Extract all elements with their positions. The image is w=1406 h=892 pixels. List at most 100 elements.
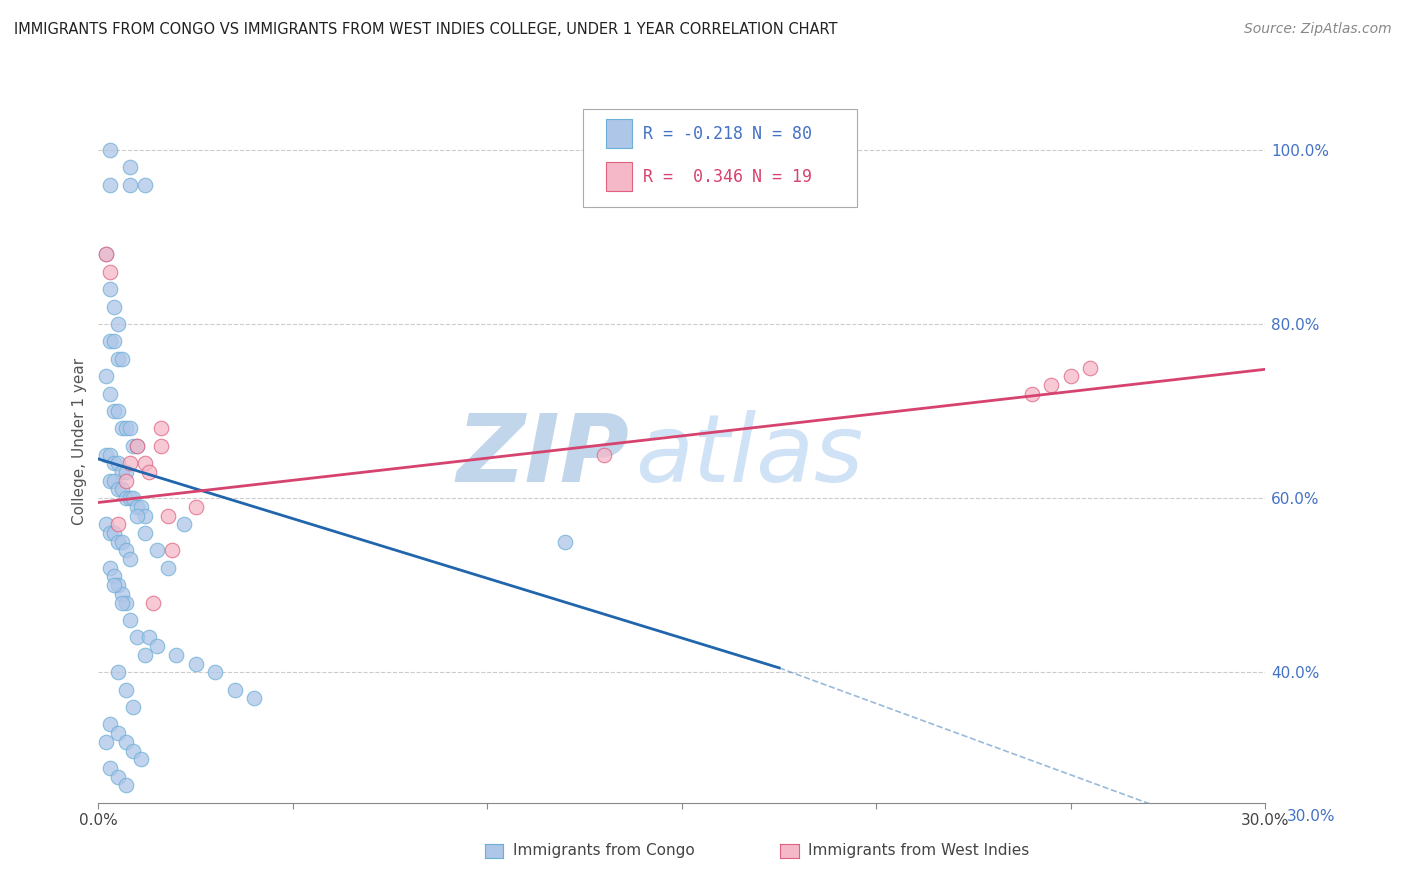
Point: [114, 735, 136, 749]
Point: [127, 508, 149, 523]
Point: [142, 596, 165, 610]
Point: [111, 483, 134, 497]
Point: [98, 143, 121, 157]
Point: [111, 596, 134, 610]
Point: [107, 456, 129, 470]
Point: [146, 639, 169, 653]
Point: [103, 300, 125, 314]
Point: [122, 491, 145, 505]
Point: [138, 465, 160, 479]
Point: [111, 587, 134, 601]
Point: [103, 525, 125, 540]
Point: [118, 552, 141, 566]
Point: [118, 421, 141, 435]
Point: [118, 178, 141, 192]
Point: [162, 543, 184, 558]
Text: 30.0%: 30.0%: [1286, 809, 1334, 823]
Point: [107, 317, 129, 331]
Point: [98, 178, 121, 192]
Point: [98, 334, 121, 349]
Point: [96, 247, 118, 261]
Point: [122, 743, 145, 757]
Text: N = 19: N = 19: [752, 168, 811, 186]
FancyBboxPatch shape: [582, 109, 856, 207]
Point: [107, 351, 129, 366]
Point: [127, 439, 149, 453]
Point: [107, 578, 129, 592]
Point: [98, 717, 121, 731]
Point: [134, 456, 156, 470]
Point: [149, 421, 172, 435]
Point: [129, 500, 152, 514]
Point: [103, 334, 125, 349]
Point: [157, 508, 180, 523]
Point: [114, 778, 136, 792]
Text: R =  0.346: R = 0.346: [644, 168, 744, 186]
Y-axis label: College, Under 1 year: College, Under 1 year: [72, 358, 87, 525]
Point: [243, 691, 266, 706]
Point: [98, 561, 121, 575]
Point: [111, 421, 134, 435]
Point: [107, 665, 129, 680]
Text: R = -0.218: R = -0.218: [644, 125, 744, 143]
Point: [134, 525, 156, 540]
Point: [1040, 378, 1063, 392]
Point: [146, 543, 169, 558]
Point: [127, 500, 149, 514]
Text: Immigrants from Congo: Immigrants from Congo: [513, 844, 695, 858]
Point: [103, 456, 125, 470]
Point: [96, 369, 118, 384]
Point: [96, 247, 118, 261]
Point: [118, 456, 141, 470]
Point: [98, 761, 121, 775]
Point: [1080, 360, 1102, 375]
Point: [554, 534, 576, 549]
Text: ZIP: ZIP: [457, 410, 630, 502]
Point: [111, 351, 134, 366]
Text: atlas: atlas: [636, 410, 863, 501]
Point: [1021, 386, 1043, 401]
Point: [122, 700, 145, 714]
Point: [129, 752, 152, 766]
Point: [184, 500, 207, 514]
Point: [96, 517, 118, 532]
Point: [107, 726, 129, 740]
Point: [134, 648, 156, 662]
Point: [114, 474, 136, 488]
Point: [114, 491, 136, 505]
Point: [122, 439, 145, 453]
Text: Source: ZipAtlas.com: Source: ZipAtlas.com: [1244, 22, 1392, 37]
Point: [114, 682, 136, 697]
Point: [224, 682, 246, 697]
Point: [204, 665, 226, 680]
Point: [114, 543, 136, 558]
Text: IMMIGRANTS FROM CONGO VS IMMIGRANTS FROM WEST INDIES COLLEGE, UNDER 1 YEAR CORRE: IMMIGRANTS FROM CONGO VS IMMIGRANTS FROM…: [14, 22, 838, 37]
Point: [103, 569, 125, 583]
Point: [114, 596, 136, 610]
Point: [98, 525, 121, 540]
Point: [118, 161, 141, 175]
Point: [118, 491, 141, 505]
Point: [111, 534, 134, 549]
Point: [134, 508, 156, 523]
Point: [118, 613, 141, 627]
Point: [107, 534, 129, 549]
Point: [165, 648, 187, 662]
Point: [103, 404, 125, 418]
Point: [107, 404, 129, 418]
Point: [103, 474, 125, 488]
Point: [134, 178, 156, 192]
Point: [173, 517, 195, 532]
Point: [114, 465, 136, 479]
FancyBboxPatch shape: [606, 162, 631, 191]
Point: [149, 439, 172, 453]
Point: [98, 265, 121, 279]
Point: [593, 448, 616, 462]
Point: [98, 474, 121, 488]
Point: [103, 578, 125, 592]
Text: N = 80: N = 80: [752, 125, 811, 143]
Text: Immigrants from West Indies: Immigrants from West Indies: [808, 844, 1029, 858]
Point: [96, 448, 118, 462]
Point: [157, 561, 180, 575]
Point: [1060, 369, 1083, 384]
